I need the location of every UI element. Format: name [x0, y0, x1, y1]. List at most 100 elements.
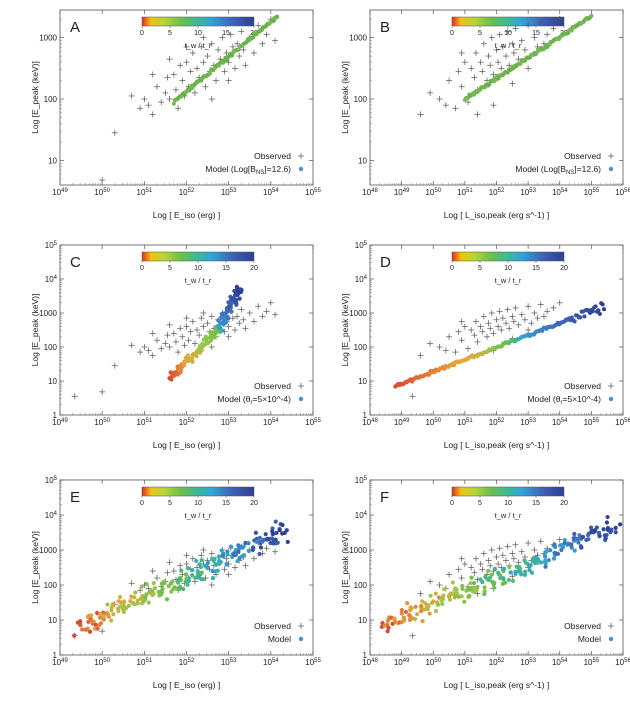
- observed-point: [487, 562, 494, 569]
- x-tick-label: 1050: [425, 658, 441, 667]
- y-axis-label: Log [E_peak (keV)]: [340, 531, 350, 604]
- model-point: [219, 548, 224, 553]
- legend-observed-label: Observed: [254, 151, 291, 161]
- observed-point: [99, 628, 106, 635]
- model-point: [243, 540, 248, 545]
- y-axis-label: Log [E_peak (keV)]: [30, 531, 40, 604]
- observed-point: [259, 313, 266, 320]
- observed-point: [236, 53, 243, 60]
- model-point: [596, 308, 601, 313]
- model-point: [280, 522, 285, 528]
- model-point: [593, 304, 598, 309]
- observed-point: [172, 86, 179, 93]
- model-point: [475, 584, 480, 590]
- observed-point: [240, 46, 247, 53]
- y-tick-label: 10: [358, 377, 367, 386]
- observed-point: [263, 31, 270, 38]
- observed-point: [267, 299, 274, 306]
- x-tick-label: 1052: [489, 188, 505, 197]
- x-tick-label: 1053: [520, 418, 536, 427]
- observed-point: [528, 320, 535, 327]
- x-tick-label: 1055: [305, 188, 321, 197]
- panel-d: 1048 1049 1050 1051 1052 1053 1054 1055 10561101…: [340, 241, 630, 450]
- observed-point: [496, 545, 503, 552]
- model-point: [219, 311, 225, 317]
- legend-observed-marker: [608, 623, 614, 629]
- model-point: [577, 533, 582, 538]
- colorbar-tick-label: 0: [450, 265, 454, 272]
- model-point: [195, 569, 200, 574]
- model-point: [237, 296, 242, 301]
- observed-point: [493, 316, 500, 323]
- y-tick-label: 105: [355, 241, 368, 250]
- observed-point: [458, 337, 465, 344]
- model-point: [386, 625, 391, 630]
- observed-point: [234, 40, 241, 47]
- model-point: [222, 320, 227, 325]
- colorbar-tick-label: 15: [222, 30, 230, 37]
- model-point: [199, 558, 204, 563]
- observed-point: [468, 65, 475, 72]
- model-point: [132, 602, 137, 607]
- observed-point: [487, 62, 494, 69]
- model-point: [199, 570, 204, 575]
- observed-point: [238, 28, 245, 35]
- model-point: [159, 592, 164, 597]
- x-tick-label: 1055: [584, 418, 600, 427]
- observed-point: [502, 557, 509, 564]
- observed-point: [502, 320, 509, 327]
- model-point: [597, 311, 602, 317]
- colorbar-tick-label: 20: [560, 265, 568, 272]
- observed-point: [198, 552, 205, 559]
- model-point: [392, 619, 398, 624]
- y-tick-label: 105: [45, 476, 58, 485]
- observed-point: [471, 332, 478, 339]
- colorbar-tick-label: 10: [194, 265, 202, 272]
- x-tick-label: 1050: [94, 658, 110, 667]
- observed-point: [534, 315, 541, 322]
- observed-point: [225, 323, 232, 330]
- observed-point: [504, 28, 511, 35]
- model-point: [518, 61, 523, 66]
- observed-point: [509, 80, 516, 87]
- model-point: [468, 580, 473, 586]
- observed-point: [170, 568, 177, 574]
- observed-point: [474, 338, 481, 345]
- colorbar-tick-label: 10: [504, 30, 512, 37]
- observed-point: [455, 566, 462, 573]
- model-point: [503, 580, 508, 585]
- observed-point: [474, 111, 481, 118]
- observed-point: [487, 325, 494, 332]
- model-point: [86, 619, 91, 625]
- model-point: [572, 548, 577, 553]
- x-tick-label: 1050: [94, 188, 110, 197]
- model-point: [170, 579, 175, 584]
- colorbar-label: t_w / t_r: [495, 41, 522, 50]
- model-point: [433, 608, 439, 614]
- plot-frame: [369, 244, 624, 416]
- model-point: [597, 534, 602, 539]
- model-point: [546, 557, 551, 563]
- model-point: [450, 580, 455, 585]
- model-point: [426, 372, 432, 377]
- x-tick-label: 1054: [552, 418, 568, 427]
- model-point: [212, 335, 217, 340]
- model-point: [399, 611, 404, 616]
- observed-point: [272, 37, 279, 44]
- model-point: [513, 571, 518, 576]
- model-point: [162, 580, 167, 586]
- x-tick-label: 1049: [394, 418, 410, 427]
- model-point: [284, 528, 289, 533]
- observed-point: [436, 582, 443, 588]
- model-point: [423, 601, 428, 606]
- colorbar-tick-label: 15: [532, 30, 540, 37]
- model-point: [123, 606, 129, 611]
- x-tick-label: 1051: [457, 658, 473, 667]
- y-tick-label: 100: [44, 581, 58, 590]
- observed-point: [417, 352, 424, 359]
- observed-point: [480, 313, 487, 320]
- y-tick-label: 1000: [349, 309, 367, 318]
- model-point: [194, 558, 199, 564]
- model-point: [236, 549, 241, 554]
- observed-point: [510, 555, 517, 562]
